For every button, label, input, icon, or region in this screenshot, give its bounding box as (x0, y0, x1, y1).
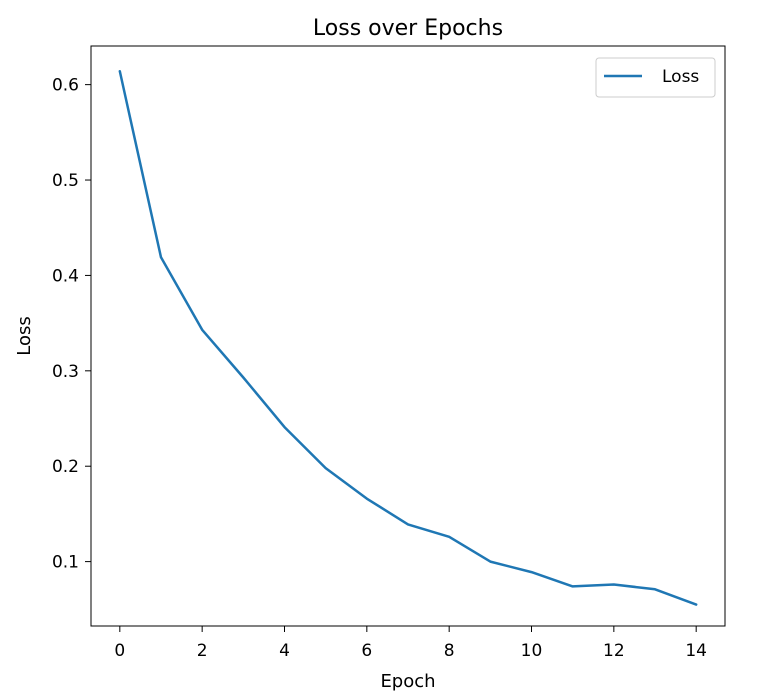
y-tick-label: 0.4 (52, 266, 79, 286)
series-line-loss (118, 70, 698, 606)
x-axis-label: Epoch (380, 671, 435, 692)
y-axis-label: Loss (14, 316, 35, 355)
y-tick-label: 0.6 (52, 76, 79, 96)
legend-box (595, 57, 716, 98)
y-tick-label: 0.1 (52, 553, 79, 573)
y-axis-ticks: 0.1 0.2 0.3 0.4 0.5 0.6 (52, 76, 91, 573)
x-axis-ticks: 0 2 4 6 8 10 12 14 (114, 626, 707, 661)
x-tick-label: 6 (361, 641, 372, 661)
y-tick-label: 0.5 (52, 171, 79, 191)
x-tick-label: 0 (114, 641, 125, 661)
legend: Loss (595, 57, 716, 98)
y-tick-label: 0.3 (52, 362, 79, 382)
chart-title: Loss over Epochs (313, 16, 503, 41)
x-tick-label: 8 (444, 641, 455, 661)
x-tick-label: 4 (279, 641, 290, 661)
x-tick-label: 10 (521, 641, 543, 661)
plot-area-frame (90, 45, 726, 627)
y-tick-label: 0.2 (52, 457, 79, 477)
x-tick-label: 12 (603, 641, 625, 661)
series-layer (118, 70, 698, 606)
x-tick-label: 14 (685, 641, 707, 661)
legend-label-loss: Loss (662, 67, 699, 87)
x-tick-label: 2 (197, 641, 208, 661)
